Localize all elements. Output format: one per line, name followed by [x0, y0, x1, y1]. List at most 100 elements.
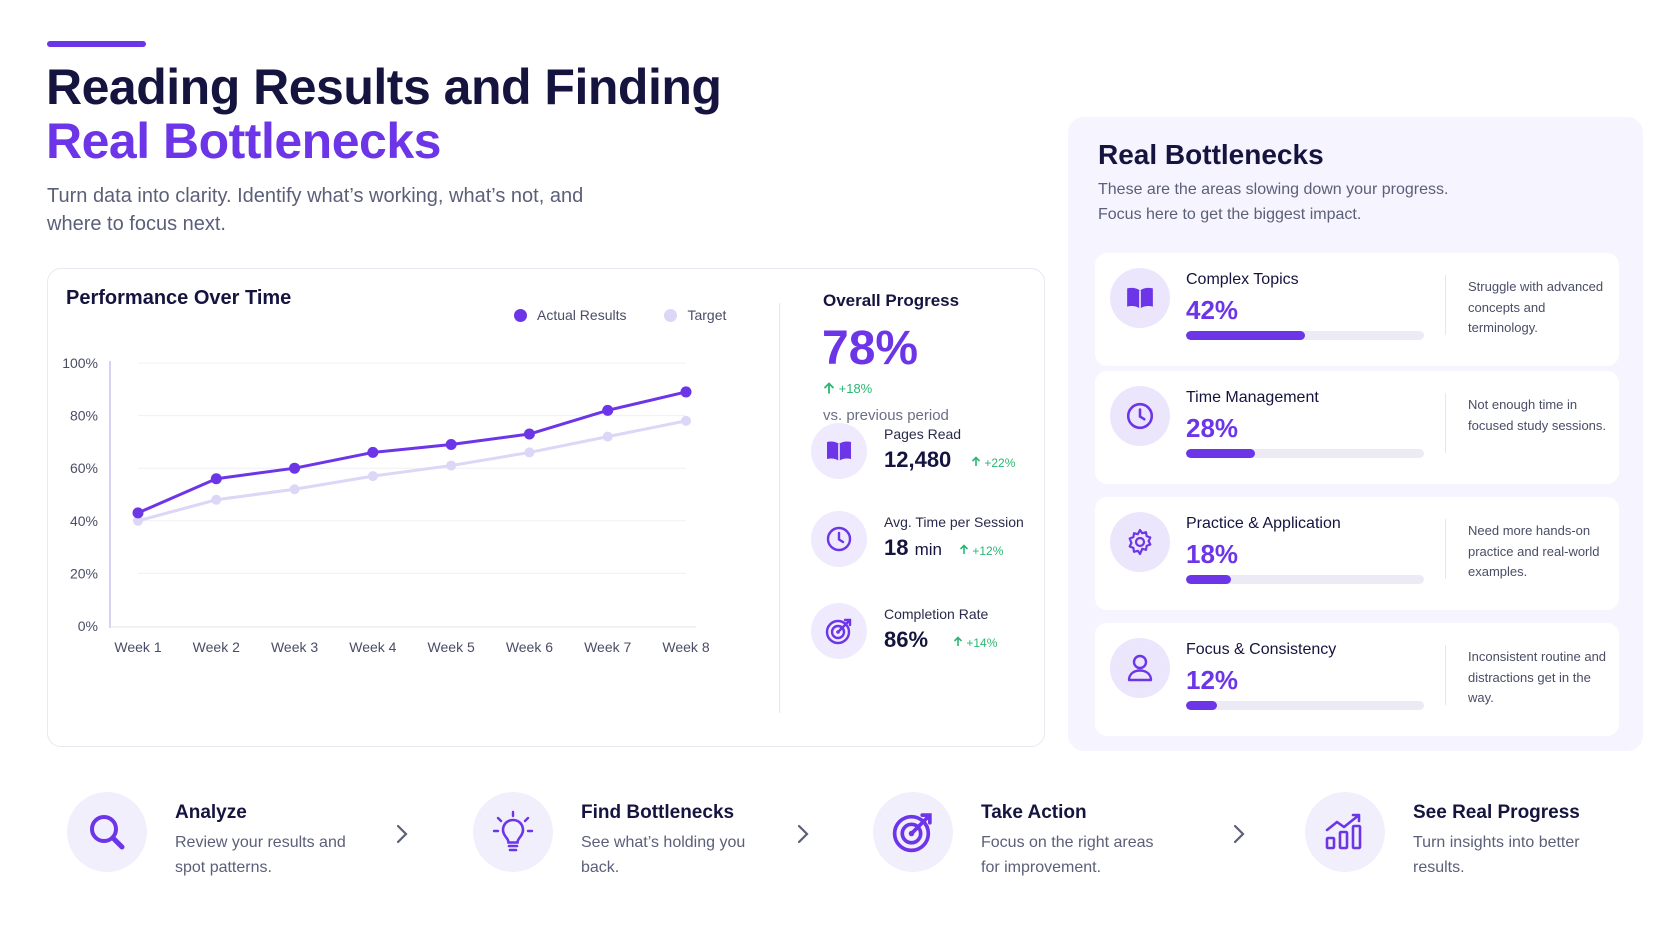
legend-item-actual[interactable]: Actual Results	[514, 307, 626, 323]
data-point-target	[602, 431, 613, 442]
data-point-target	[289, 484, 300, 495]
arrow-up-icon	[953, 636, 963, 646]
step-see-real-progress[interactable]: See Real Progress Turn insights into bet…	[1305, 792, 1625, 882]
step-description: See what’s holding you back.	[581, 834, 746, 876]
data-point-actual	[210, 473, 222, 485]
overall-comparison: vs. previous period	[823, 407, 949, 424]
chevron-right-icon	[1233, 824, 1245, 844]
legend-label-actual: Actual Results	[537, 307, 627, 323]
data-point-target	[133, 515, 143, 526]
legend-item-target[interactable]: Target	[664, 307, 726, 323]
card-divider	[1445, 393, 1446, 453]
bottleneck-bar-track	[1186, 331, 1424, 340]
step-description: Turn insights into better results.	[1413, 834, 1580, 876]
metric-delta: +12%	[959, 544, 1003, 558]
metric-unit: min	[914, 540, 943, 559]
clock-icon	[811, 511, 867, 567]
card-divider	[1445, 645, 1446, 705]
metric-value: 86%	[884, 627, 928, 653]
bottlenecks-subtitle-line1: These are the areas slowing down your pr…	[1098, 181, 1449, 198]
step-take-action[interactable]: Take Action Focus on the right areas for…	[873, 792, 1183, 882]
bottleneck-percent: 28%	[1186, 413, 1239, 443]
arrow-up-icon	[971, 456, 981, 466]
y-tick-label: 40%	[70, 513, 98, 529]
metric-delta: +14%	[953, 636, 997, 650]
bottleneck-name: Focus & Consistency	[1186, 641, 1337, 658]
bottleneck-description: Inconsistent routine and distractions ge…	[1468, 649, 1607, 705]
x-tick-label: Week 5	[428, 639, 475, 655]
legend-label-target: Target	[687, 307, 727, 323]
bottleneck-card-practice-application[interactable]: Practice & Application 18% Need more han…	[1095, 497, 1619, 610]
data-point-actual	[445, 439, 457, 451]
step-title: Find Bottlenecks	[581, 802, 735, 823]
arrow-up-icon	[824, 382, 834, 394]
performance-line-chart: 0% 20% 40% 60% 80% 100% Week 1 Week 2 Week 3 Week…	[62, 355, 710, 655]
target-icon	[811, 603, 867, 659]
bottlenecks-title: Real Bottlenecks	[1098, 139, 1324, 170]
legend-swatch-target	[664, 308, 678, 322]
metric-delta: +22%	[971, 456, 1015, 470]
book-icon	[1110, 268, 1170, 328]
bottleneck-percent: 12%	[1186, 665, 1239, 695]
step-title: Take Action	[981, 802, 1087, 823]
card-divider	[1445, 519, 1446, 579]
bottleneck-bar-fill	[1186, 701, 1217, 710]
y-tick-label: 20%	[70, 565, 98, 581]
page-subtitle: Turn data into clarity. Identify what’s …	[47, 185, 584, 235]
lightbulb-icon	[473, 792, 553, 872]
data-point-target	[446, 460, 457, 471]
chart-legend: Actual Results Target	[514, 307, 726, 323]
bottleneck-bar-track	[1186, 575, 1424, 584]
chevron-right-icon	[797, 824, 809, 844]
data-point-actual	[289, 462, 301, 474]
magnifier-icon	[67, 792, 147, 872]
overall-progress-value: 78%	[822, 322, 919, 375]
metric-label: Avg. Time per Session	[884, 514, 1024, 530]
data-point-actual	[523, 428, 535, 440]
data-point-actual	[367, 446, 379, 458]
metric-value-number: 86%	[884, 627, 929, 652]
bottlenecks-panel: Real Bottlenecks These are the areas slo…	[1068, 117, 1643, 751]
metric-pages-read: Pages Read 12,480 +22%	[811, 423, 1041, 483]
performance-card: Performance Over Time Actual Results Tar…	[47, 268, 1045, 747]
series-line-target	[137, 419, 687, 523]
overall-progress-label: Overall Progress	[823, 291, 960, 310]
metric-completion-rate: Completion Rate 86% +14%	[811, 603, 1041, 663]
target-icon	[873, 792, 953, 872]
bottleneck-card-focus-consistency[interactable]: Focus & Consistency 12% Inconsistent rou…	[1095, 623, 1619, 736]
arrow-up-icon	[959, 544, 969, 554]
bottlenecks-subtitle-line2: Focus here to get the biggest impact.	[1098, 206, 1362, 223]
legend-swatch-actual	[514, 308, 527, 322]
page-title-line2: Real Bottlenecks	[46, 113, 441, 169]
bottleneck-bar-fill	[1186, 575, 1232, 584]
bottleneck-card-complex-topics[interactable]: Complex Topics 42% Struggle with advance…	[1095, 253, 1619, 366]
bottleneck-bar-fill	[1186, 331, 1305, 340]
series-line-actual	[137, 390, 687, 515]
person-icon	[1110, 638, 1170, 698]
bottleneck-name: Practice & Application	[1186, 515, 1341, 532]
bottleneck-description: Not enough time in focused study session…	[1468, 397, 1607, 433]
x-tick-label: Week 6	[506, 639, 553, 655]
metric-value: 18 min	[884, 535, 942, 561]
clock-icon	[1110, 386, 1170, 446]
x-tick-label: Week 7	[584, 639, 631, 655]
y-tick-label: 80%	[70, 408, 98, 424]
step-analyze[interactable]: Analyze Review your results and spot pat…	[67, 792, 367, 882]
x-tick-label: Week 3	[271, 639, 318, 655]
page-title-line1: Reading Results and Finding	[46, 59, 722, 115]
y-tick-label: 0%	[78, 618, 98, 634]
bottleneck-card-time-management[interactable]: Time Management 28% Not enough time in f…	[1095, 371, 1619, 484]
x-tick-label: Week 4	[349, 639, 396, 655]
step-find-bottlenecks[interactable]: Find Bottlenecks See what’s holding you …	[473, 792, 773, 882]
data-point-target	[524, 447, 535, 458]
gear-icon	[1110, 512, 1170, 572]
metric-value: 12,480	[884, 447, 951, 473]
metric-delta-text: +12%	[972, 544, 1004, 558]
x-tick-label: Week 2	[193, 639, 240, 655]
bottleneck-description: Struggle with advanced concepts and term…	[1468, 279, 1604, 335]
data-point-actual	[602, 404, 614, 416]
bottleneck-bar-fill	[1186, 449, 1256, 458]
step-title: Analyze	[175, 802, 247, 823]
y-tick-label: 100%	[62, 355, 98, 371]
book-icon	[811, 423, 867, 479]
